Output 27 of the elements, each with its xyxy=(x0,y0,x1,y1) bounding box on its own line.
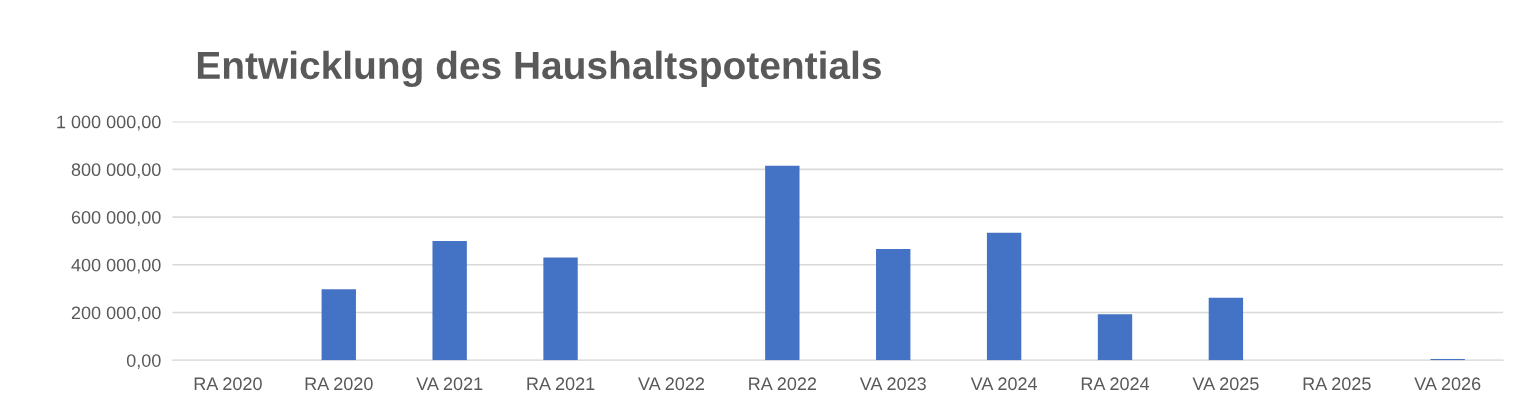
y-tick-label: 200 000,00 xyxy=(71,306,161,322)
y-tick-label: 800 000,00 xyxy=(71,163,161,179)
bar xyxy=(543,257,578,361)
x-tick-label: VA 2022 xyxy=(638,377,705,391)
x-tick-label: RA 2022 xyxy=(749,377,817,391)
bar xyxy=(876,249,911,361)
x-tick-label: VA 2023 xyxy=(859,377,926,391)
x-tick-label: VA 2024 xyxy=(970,377,1038,391)
x-tick-label: VA 2021 xyxy=(416,377,483,391)
bar xyxy=(1208,297,1244,361)
x-tick-label: RA 2025 xyxy=(1303,377,1371,391)
y-tick-label: 400 000,00 xyxy=(71,258,161,274)
bar xyxy=(986,232,1022,361)
y-tick-label: 600 000,00 xyxy=(71,210,161,226)
x-tick-label: RA 2020 xyxy=(194,377,262,391)
x-tick-label: VA 2026 xyxy=(1414,377,1481,391)
x-tick-label: RA 2021 xyxy=(527,377,595,391)
x-tick-label: VA 2025 xyxy=(1192,377,1259,391)
y-tick-label: 0,00 xyxy=(126,354,161,370)
y-tick-label: 1 000 000,00 xyxy=(57,115,161,131)
bar xyxy=(1097,314,1133,361)
x-tick-label: RA 2020 xyxy=(305,377,373,391)
chart-title: Entwicklung des Haushaltspotentials xyxy=(197,50,881,88)
bar xyxy=(432,240,467,361)
bar xyxy=(765,165,800,361)
bar xyxy=(321,289,356,361)
x-tick-label: RA 2024 xyxy=(1081,377,1150,391)
